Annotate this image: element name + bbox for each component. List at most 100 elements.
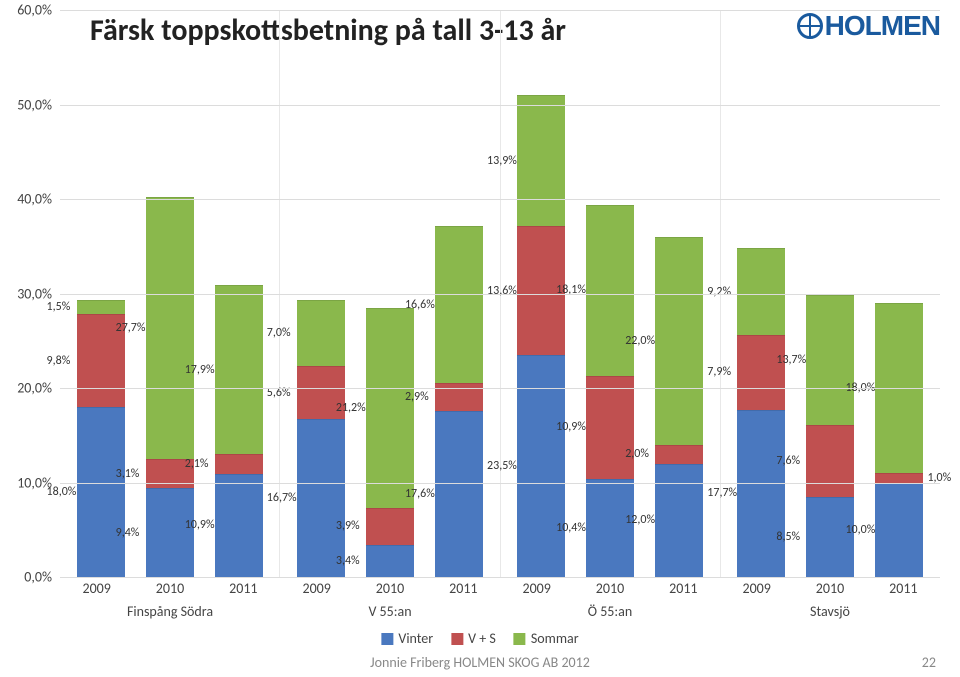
legend-swatch-icon <box>381 633 393 645</box>
x-year-label: 2010 <box>353 580 426 597</box>
data-label: 16,7% <box>267 491 297 505</box>
bar-segment-vs <box>366 508 414 545</box>
bar-segment-vs <box>875 473 923 482</box>
legend-item-vs: V + S <box>451 630 496 647</box>
data-label: 21,2% <box>336 401 366 415</box>
data-label: 13,7% <box>776 353 806 367</box>
x-group: 200920102011 V 55:an <box>280 580 500 620</box>
chart-plot-area: Färsk toppskottsbetning på tall 3-13 år … <box>60 10 940 577</box>
data-label: 9,8% <box>47 354 71 368</box>
bar-segment-vs <box>586 376 634 479</box>
data-label: 10,9% <box>556 420 586 434</box>
bar-segment-sommar <box>297 300 345 366</box>
legend-item-sommar: Sommar <box>514 630 579 647</box>
x-group: 200920102011 Stavsjö <box>720 580 940 620</box>
data-label: 1,5% <box>47 300 71 314</box>
x-year-label: 2011 <box>867 580 940 597</box>
bar-segment-sommar <box>215 285 263 454</box>
x-group-label: Stavsjö <box>720 601 940 620</box>
bar-segment-sommar <box>435 226 483 383</box>
data-label: 10,4% <box>556 521 586 535</box>
bar-segment-vinter <box>435 411 483 577</box>
data-label: 3,1% <box>116 467 140 481</box>
data-label: 23,5% <box>487 459 517 473</box>
x-year-label: 2010 <box>793 580 866 597</box>
x-year-label: 2010 <box>573 580 646 597</box>
x-group-label: V 55:an <box>280 601 500 620</box>
data-label: 13,6% <box>487 284 517 298</box>
data-label: 17,9% <box>185 363 215 377</box>
bar-segment-vinter <box>875 483 923 578</box>
bar-segment-vinter <box>586 479 634 577</box>
data-label: 8,5% <box>776 530 800 544</box>
data-label: 7,9% <box>707 365 731 379</box>
y-tick-label: 60,0% <box>2 2 52 19</box>
bar-segment-vs <box>806 425 854 497</box>
bar <box>875 303 923 577</box>
legend-swatch-icon <box>451 633 463 645</box>
y-tick-label: 30,0% <box>2 285 52 302</box>
x-group-label: Ö 55:an <box>500 601 720 620</box>
x-year-label: 2011 <box>207 580 280 597</box>
bar-segment-vs <box>737 335 785 410</box>
data-label: 18,1% <box>556 283 586 297</box>
bar-segment-sommar <box>586 205 634 376</box>
data-label: 12,0% <box>625 513 655 527</box>
x-axis-labels: 200920102011Finspång Södra200920102011V … <box>60 580 940 620</box>
data-label: 7,0% <box>267 326 291 340</box>
bar-segment-sommar <box>737 248 785 335</box>
x-group: 200920102011Finspång Södra <box>60 580 280 620</box>
data-label: 22,0% <box>625 334 655 348</box>
bar <box>215 285 263 577</box>
data-label: 17,6% <box>405 487 435 501</box>
gridline <box>60 10 940 11</box>
bar <box>435 226 483 577</box>
bar-segment-vs <box>215 454 263 474</box>
y-tick-label: 40,0% <box>2 191 52 208</box>
gridline <box>60 199 940 200</box>
data-label: 3,4% <box>336 554 360 568</box>
gridline <box>60 294 940 295</box>
y-tick-label: 10,0% <box>2 474 52 491</box>
data-label: 27,7% <box>116 321 146 335</box>
x-year-label: 2009 <box>280 580 353 597</box>
page-number: 22 <box>922 654 936 671</box>
x-group: 200920102011Ö 55:an <box>500 580 720 620</box>
x-year-label: 2009 <box>60 580 133 597</box>
data-label: 2,9% <box>405 390 429 404</box>
data-label: 2,0% <box>625 447 649 461</box>
gridline <box>60 388 940 389</box>
bar <box>297 300 345 577</box>
bar <box>517 95 565 577</box>
data-label: 13,9% <box>487 154 517 168</box>
bar-segment-vinter <box>146 488 194 577</box>
data-label: 9,2% <box>707 285 731 299</box>
bar-segment-sommar <box>366 308 414 508</box>
legend: Vinter V + S Sommar <box>381 630 578 647</box>
bar-segment-vinter <box>366 545 414 577</box>
bar-segment-sommar <box>655 237 703 445</box>
bar-segment-vinter <box>737 410 785 577</box>
x-year-label: 2009 <box>720 580 793 597</box>
bar-segment-sommar <box>517 95 565 226</box>
x-year-label: 2010 <box>133 580 206 597</box>
data-label: 9,4% <box>116 526 140 540</box>
gridline <box>60 105 940 106</box>
legend-swatch-icon <box>514 633 526 645</box>
legend-label: V + S <box>468 630 496 647</box>
legend-item-vinter: Vinter <box>381 630 433 647</box>
bar-segment-vs <box>655 445 703 464</box>
y-tick-label: 0,0% <box>2 569 52 586</box>
legend-label: Sommar <box>531 630 579 647</box>
bar-segment-vinter <box>215 474 263 577</box>
x-year-label: 2009 <box>500 580 573 597</box>
bar-segment-vinter <box>655 464 703 577</box>
bar-segment-sommar <box>806 295 854 424</box>
data-label: 10,0% <box>845 523 875 537</box>
bar-segment-vinter <box>806 497 854 577</box>
data-label: 10,9% <box>185 518 215 532</box>
bar <box>737 248 785 577</box>
x-year-label: 2011 <box>427 580 500 597</box>
data-label: 17,7% <box>707 486 737 500</box>
bar-segment-sommar <box>146 197 194 459</box>
